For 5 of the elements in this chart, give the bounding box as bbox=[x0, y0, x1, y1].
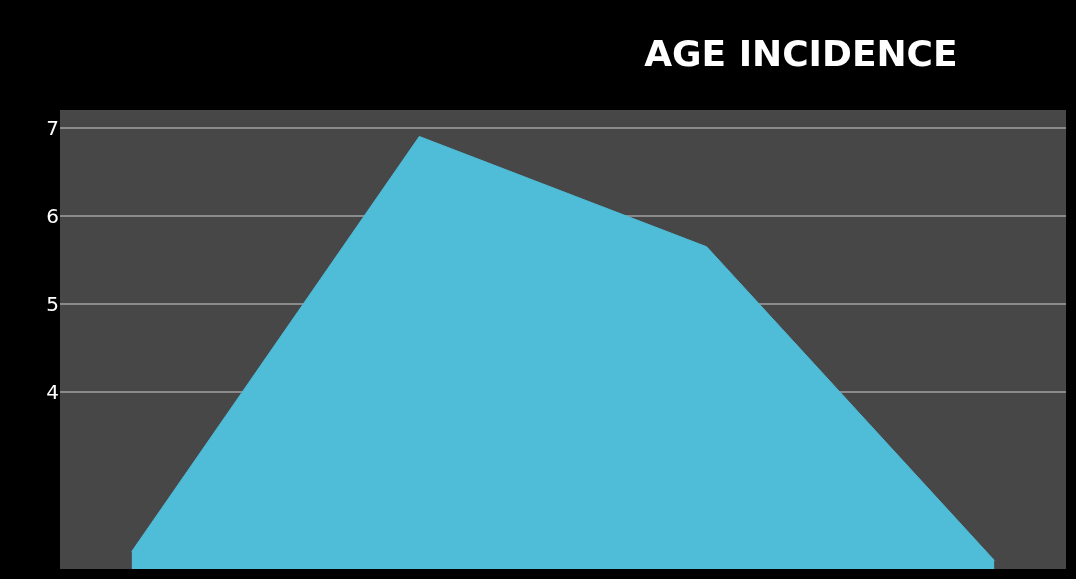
y-tick-label: 5 bbox=[46, 292, 59, 317]
y-tick-label: 7 bbox=[46, 115, 59, 140]
chart-title: AGE INCIDENCE bbox=[644, 32, 958, 74]
y-tick-label: 6 bbox=[46, 203, 59, 228]
y-tick-label: 4 bbox=[46, 380, 59, 405]
